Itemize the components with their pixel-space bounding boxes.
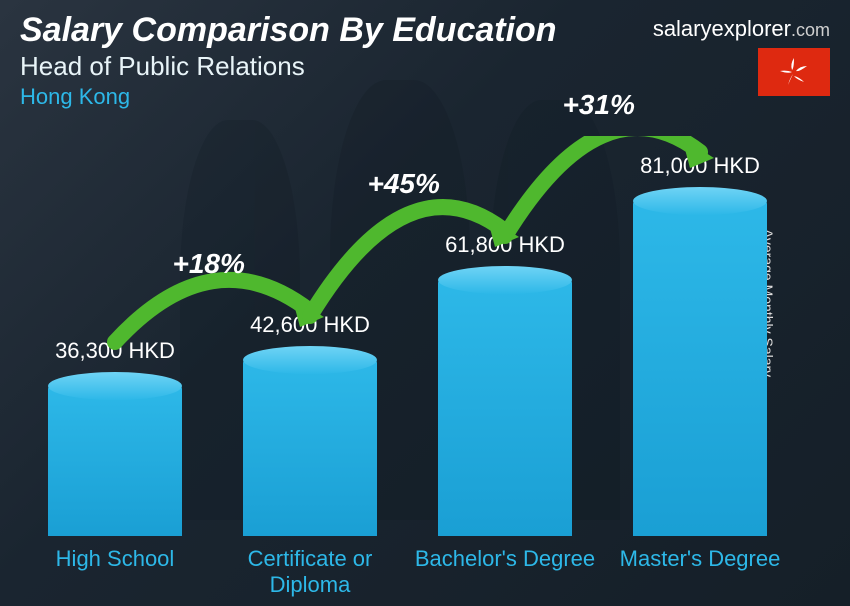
bar-value: 81,000 HKD [615, 153, 785, 179]
chart-subtitle: Head of Public Relations [20, 51, 830, 82]
brand-domain: .com [791, 20, 830, 40]
bar [243, 360, 377, 536]
bar-label: High School [20, 546, 210, 572]
bar-value: 36,300 HKD [30, 338, 200, 364]
bar [633, 201, 767, 536]
increase-label: +31% [563, 89, 635, 121]
brand-logo: salaryexplorer.com [653, 16, 830, 42]
brand-name: salaryexplorer [653, 16, 791, 41]
increase-label: +45% [368, 168, 440, 200]
bar-label: Master's Degree [605, 546, 795, 572]
chart-area: 36,300 HKDHigh School42,600 HKDCertifica… [30, 136, 810, 536]
bar-label: Certificate or Diploma [215, 546, 405, 598]
bar-value: 61,800 HKD [420, 232, 590, 258]
bar [48, 386, 182, 536]
bar-label: Bachelor's Degree [410, 546, 600, 572]
chart-location: Hong Kong [20, 84, 830, 110]
bar-value: 42,600 HKD [225, 312, 395, 338]
increase-label: +18% [173, 248, 245, 280]
flag-icon [758, 48, 830, 96]
bar [438, 280, 572, 536]
